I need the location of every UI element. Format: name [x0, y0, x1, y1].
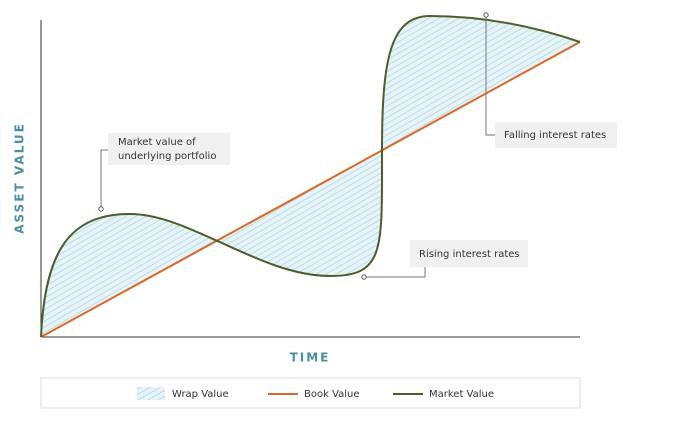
x-axis-title: TIME [290, 351, 331, 365]
leader-line [364, 267, 426, 278]
y-axis-title: ASSET VALUE [13, 122, 27, 234]
annotation-box [495, 122, 617, 148]
legend-swatch [137, 387, 165, 400]
annotation: underlying portfolio [118, 151, 216, 162]
book-value-line [40, 41, 581, 338]
legend-label: Book Value [304, 389, 360, 400]
leader-dot [98, 206, 104, 212]
leader-dot [483, 12, 489, 18]
leader-line [100, 149, 108, 209]
leader-dot [361, 274, 367, 280]
legend-label: Market Value [429, 389, 494, 400]
leader-line [485, 15, 495, 136]
annotation: Market value of [118, 137, 196, 148]
legend-box [40, 377, 581, 409]
annotation-box [410, 240, 528, 267]
annotation: Falling interest rates [504, 130, 606, 141]
legend-label: Wrap Value [172, 389, 229, 400]
annotation: Rising interest rates [419, 249, 520, 260]
wrap-value-area [41, 16, 580, 337]
annotation-box [108, 133, 230, 165]
market-value-line [40, 14, 581, 338]
